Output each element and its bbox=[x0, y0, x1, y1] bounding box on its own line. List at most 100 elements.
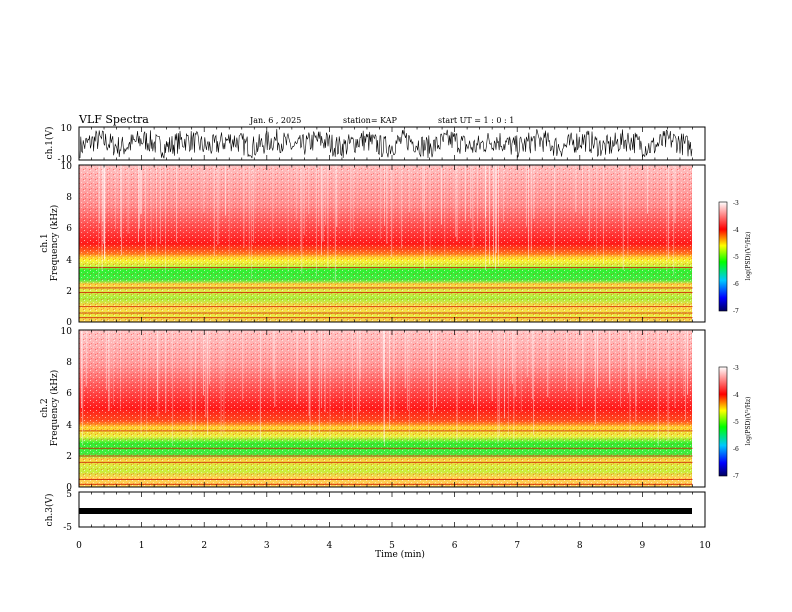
ch3-waveform-panel: 5 -5 ch.3(V) bbox=[44, 490, 706, 533]
streak-49 bbox=[456, 165, 458, 242]
ch2-spec-ylabel-channel: ch.2 bbox=[40, 398, 50, 417]
streak-10 bbox=[499, 330, 500, 436]
streak-31 bbox=[384, 165, 385, 226]
streak-56 bbox=[627, 165, 629, 257]
time-axis-ticks bbox=[78, 127, 706, 527]
streak-7 bbox=[673, 165, 675, 275]
streak-82 bbox=[157, 330, 158, 402]
x-tick-label-2: 2 bbox=[201, 541, 207, 551]
streak-82 bbox=[533, 165, 535, 220]
streak-47 bbox=[203, 165, 205, 213]
ch1-cb-tick-m3: -3 bbox=[733, 200, 739, 207]
streak-49 bbox=[620, 330, 621, 407]
streak-75 bbox=[603, 165, 604, 265]
streak-42 bbox=[120, 165, 121, 238]
streak-37 bbox=[324, 330, 326, 413]
ch2-spec-ytick-6: 6 bbox=[66, 389, 72, 399]
ch1-ylabel: ch.1(V) bbox=[44, 127, 55, 160]
streak-16 bbox=[303, 165, 305, 236]
ch2-cb-tick-m5: -5 bbox=[733, 419, 739, 426]
streak-24 bbox=[687, 330, 688, 395]
streak-79 bbox=[259, 330, 261, 441]
ch1-spec-ytick-8: 8 bbox=[66, 193, 72, 203]
streak-32 bbox=[140, 165, 142, 214]
start-ut-label: start UT = 1 : 0 : 1 bbox=[438, 116, 514, 125]
ch2-cb-tick-m6: -6 bbox=[733, 446, 739, 453]
ch1-spectrogram-noise bbox=[79, 165, 692, 322]
streak-20 bbox=[113, 330, 114, 405]
streak-64 bbox=[468, 330, 470, 379]
streak-59 bbox=[582, 330, 584, 382]
ch1-cb-tick-m7: -7 bbox=[733, 308, 739, 315]
streak-43 bbox=[108, 330, 109, 410]
ch1-waveform-panel: 10 -10 ch.1(V) bbox=[44, 124, 706, 165]
tone-line-5 bbox=[79, 483, 693, 485]
streak-0 bbox=[127, 165, 129, 234]
streak-45 bbox=[209, 330, 210, 385]
streak-12 bbox=[98, 165, 99, 279]
streak-24 bbox=[495, 165, 496, 270]
ch1-colorbar-bar bbox=[718, 201, 728, 312]
streak-15 bbox=[115, 165, 116, 230]
ch1-spec-ytick-2: 2 bbox=[66, 287, 72, 297]
streak-36 bbox=[308, 165, 309, 215]
ch2-cb-tick-m3: -3 bbox=[733, 365, 739, 372]
streak-73 bbox=[318, 330, 320, 434]
streak-4 bbox=[429, 165, 431, 257]
ch1-spec-ytick-10: 10 bbox=[61, 162, 73, 172]
streak-17 bbox=[120, 330, 121, 410]
streak-63 bbox=[295, 165, 297, 221]
streak-72 bbox=[511, 330, 513, 384]
streak-46 bbox=[547, 330, 549, 398]
streak-64 bbox=[225, 165, 226, 216]
streak-10 bbox=[318, 165, 320, 226]
ch1-spec-ytick-4: 4 bbox=[66, 256, 72, 266]
streak-34 bbox=[489, 165, 490, 265]
streak-41 bbox=[530, 165, 532, 252]
streak-51 bbox=[473, 330, 474, 405]
streak-23 bbox=[327, 165, 329, 268]
streak-74 bbox=[504, 330, 505, 419]
streak-55 bbox=[228, 165, 230, 255]
ch1-spectrogram-panel: 0 2 4 6 8 10 ch.1 Frequency (kHz) bbox=[40, 162, 706, 328]
ch2-spectrogram-lines bbox=[79, 330, 693, 485]
streak-20 bbox=[493, 165, 494, 264]
streak-11 bbox=[213, 165, 215, 257]
streak-80 bbox=[165, 165, 166, 273]
streak-85 bbox=[343, 330, 344, 419]
streak-22 bbox=[352, 165, 354, 232]
streak-45 bbox=[287, 165, 289, 273]
streak-25 bbox=[408, 165, 410, 213]
streak-65 bbox=[242, 330, 244, 400]
streak-51 bbox=[350, 165, 352, 237]
streak-1 bbox=[683, 330, 685, 397]
ch1-spec-ylabel-freq: Frequency (kHz) bbox=[49, 205, 60, 282]
streak-25 bbox=[172, 330, 174, 446]
streak-66 bbox=[433, 330, 434, 414]
ch2-colorbar: -3 -4 -5 -6 -7 log(PSD)(V²/Hz) bbox=[718, 365, 752, 480]
streak-71 bbox=[386, 165, 388, 244]
tone-line-2 bbox=[79, 292, 693, 293]
streak-21 bbox=[629, 330, 631, 437]
streak-18 bbox=[106, 330, 108, 391]
streak-5 bbox=[150, 165, 152, 241]
streak-9 bbox=[253, 165, 254, 243]
streak-41 bbox=[81, 330, 82, 408]
streak-84 bbox=[383, 330, 384, 382]
x-tick-label-1: 1 bbox=[139, 541, 145, 551]
streak-50 bbox=[101, 165, 103, 272]
streak-14 bbox=[329, 330, 331, 444]
streak-75 bbox=[165, 330, 167, 412]
streak-70 bbox=[140, 330, 142, 434]
streak-54 bbox=[647, 165, 648, 214]
ch2-spec-ytick-2: 2 bbox=[66, 452, 72, 462]
streak-74 bbox=[485, 165, 486, 271]
ch1-cb-tick-m4: -4 bbox=[733, 227, 739, 234]
streak-22 bbox=[657, 330, 659, 446]
ch3-ytick-top: 5 bbox=[66, 490, 72, 500]
streak-59 bbox=[666, 165, 668, 274]
streak-15 bbox=[532, 330, 533, 400]
streak-2 bbox=[582, 330, 583, 407]
streak-29 bbox=[422, 165, 424, 213]
tone-line-3 bbox=[79, 461, 693, 463]
